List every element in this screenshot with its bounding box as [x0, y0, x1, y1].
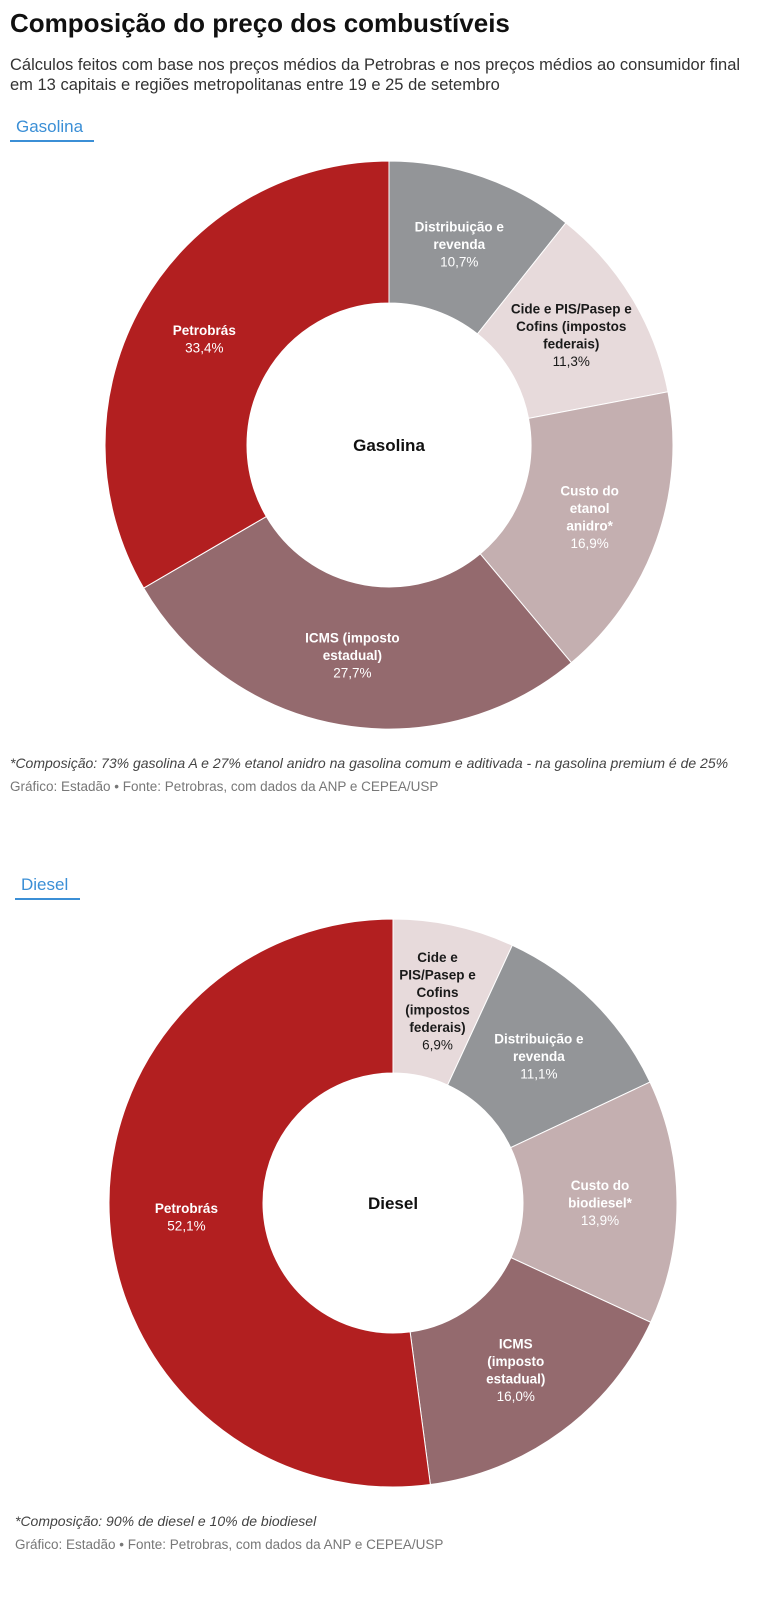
slice-value-petrobras: 52,1% — [167, 1218, 205, 1233]
slice-label-icms-imposto-estadual: ICMS (imposto estadual) 16,0% — [486, 1336, 545, 1404]
gasolina-donut-chart: Distribuição e revenda 10,7%Cide e PIS/Pas… — [104, 160, 674, 730]
slice-value-icms-imposto-estadual: 16,0% — [497, 1389, 535, 1404]
slice-value-icms-imposto-estadual: 27,7% — [333, 665, 371, 680]
diesel-source: Gráfico: Estadão • Fonte: Petrobras, com… — [15, 1537, 444, 1552]
slice-label-custo-do-etanol-anidro: Custo do etanol anidro* 16,9% — [560, 483, 619, 551]
gasolina-footnote: *Composição: 73% gasolina A e 27% etanol… — [10, 755, 729, 771]
diesel-footnote: *Composição: 90% de diesel e 10% de biod… — [15, 1513, 317, 1529]
slice-label-cide-e-pis-pasep-e-cofins-impostos-federais: Cide e PIS/Pasep e Cofins (impostos federa… — [511, 302, 632, 370]
slice-value-distribuicao-e-revenda: 10,7% — [440, 254, 478, 269]
slice-icms-imposto-estadual[interactable] — [409, 1256, 652, 1486]
slice-label-icms-imposto-estadual: ICMS (imposto estadual) 27,7% — [305, 630, 400, 680]
slice-custo-do-biodiesel[interactable] — [509, 1081, 678, 1323]
slice-petrobras[interactable] — [108, 918, 431, 1488]
page-title: Composição do preço dos combustíveis — [10, 8, 510, 38]
tab-diesel[interactable]: Diesel — [15, 875, 80, 900]
slice-value-distribuicao-e-revenda: 11,1% — [520, 1067, 557, 1082]
slice-value-cide-e-pis-pasep-e-cofins-impostos-federais: 11,3% — [553, 354, 590, 369]
slice-label-petrobras: Petrobrás 52,1% — [155, 1201, 218, 1234]
slice-value-custo-do-biodiesel: 13,9% — [581, 1213, 619, 1228]
slice-value-custo-do-etanol-anidro: 16,9% — [570, 536, 608, 551]
gasolina-source: Gráfico: Estadão • Fonte: Petrobras, com… — [10, 779, 439, 794]
page-subtitle: Cálculos feitos com base nos preços médi… — [10, 56, 741, 94]
diesel-donut-chart: Cide e PIS/Pasep e Cofins (impostos federais… — [108, 918, 678, 1488]
slice-distribuicao-e-revenda[interactable] — [446, 944, 651, 1149]
slice-value-cide-e-pis-pasep-e-cofins-impostos-federais: 6,9% — [422, 1038, 453, 1053]
slice-label-distribuicao-e-revenda: Distribuição e revenda 10,7% — [415, 219, 505, 269]
slice-label-distribuicao-e-revenda: Distribuição e revenda 11,1% — [494, 1032, 584, 1082]
slice-value-petrobras: 33,4% — [185, 341, 223, 356]
donut-center-label: Diesel — [368, 1194, 418, 1213]
donut-center-label: Gasolina — [353, 436, 425, 455]
slice-custo-do-etanol-anidro[interactable] — [479, 391, 674, 664]
slice-petrobras[interactable] — [104, 160, 390, 589]
tab-gasolina[interactable]: Gasolina — [10, 117, 94, 142]
slice-label-petrobras: Petrobrás 33,4% — [173, 323, 236, 356]
slice-icms-imposto-estadual[interactable] — [142, 515, 573, 730]
slice-label-custo-do-biodiesel: Custo do biodiesel* 13,9% — [568, 1178, 633, 1228]
slice-label-cide-e-pis-pasep-e-cofins-impostos-federais: Cide e PIS/Pasep e Cofins (impostos federais… — [399, 950, 476, 1053]
